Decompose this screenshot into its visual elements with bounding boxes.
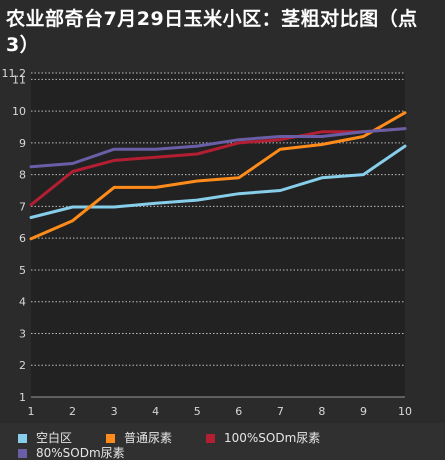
legend-label-urea: 普通尿素 <box>124 431 173 445</box>
series-lines <box>29 111 407 241</box>
y-tick-label: 5 <box>19 264 26 277</box>
x-tick-label: 6 <box>235 405 242 418</box>
x-tick-label: 3 <box>111 405 118 418</box>
y-tick-label: 1 <box>19 391 26 404</box>
legend-swatch-sodm100 <box>206 433 215 443</box>
y-tick-label: 7 <box>19 200 26 213</box>
x-tick-label: 5 <box>194 405 201 418</box>
legend-item-blank: 空白区 <box>18 431 72 445</box>
legend-item-urea: 普通尿素 <box>106 431 172 445</box>
legend-label-blank: 空白区 <box>36 431 73 445</box>
x-tick-label: 7 <box>277 405 284 418</box>
legend-swatch-sodm80 <box>18 448 27 458</box>
y-tick-label: 2 <box>19 359 26 372</box>
legend-item-sodm100: 100%SODm尿素 <box>206 431 320 445</box>
x-tick-label: 4 <box>152 405 159 418</box>
legend-swatch-blank <box>18 433 27 443</box>
series-line-0 <box>29 144 407 219</box>
x-tick-label: 9 <box>360 405 367 418</box>
y-tick-label: 9 <box>19 137 26 150</box>
y-tick-label: 11.2 <box>2 67 27 80</box>
series-line-2 <box>29 127 407 207</box>
y-tick-label: 3 <box>19 327 26 340</box>
x-tick-label: 2 <box>69 405 76 418</box>
y-tick-label: 4 <box>19 296 26 309</box>
x-tick-label: 10 <box>398 405 412 418</box>
x-tick-label: 8 <box>318 405 325 418</box>
legend: 空白区 普通尿素 100%SODm尿素 80%SODm尿素 <box>0 423 445 460</box>
y-tick-label: 10 <box>12 105 26 118</box>
y-tick-label: 8 <box>19 169 26 182</box>
legend-label-sodm80: 80%SODm尿素 <box>36 446 125 460</box>
legend-label-sodm100: 100%SODm尿素 <box>224 431 321 445</box>
y-tick-label: 6 <box>19 232 26 245</box>
legend-item-sodm80: 80%SODm尿素 <box>18 446 125 460</box>
grid-lines <box>31 72 405 398</box>
chart-title: 农业部奇台7月29日玉米小区：茎粗对比图（点3） <box>6 8 418 56</box>
series-line-3 <box>29 127 407 169</box>
plot-area <box>31 73 405 397</box>
legend-swatch-urea <box>106 433 115 443</box>
y-tick-label: 11 <box>12 73 26 86</box>
series-line-1 <box>29 111 407 241</box>
x-tick-label: 1 <box>28 405 35 418</box>
